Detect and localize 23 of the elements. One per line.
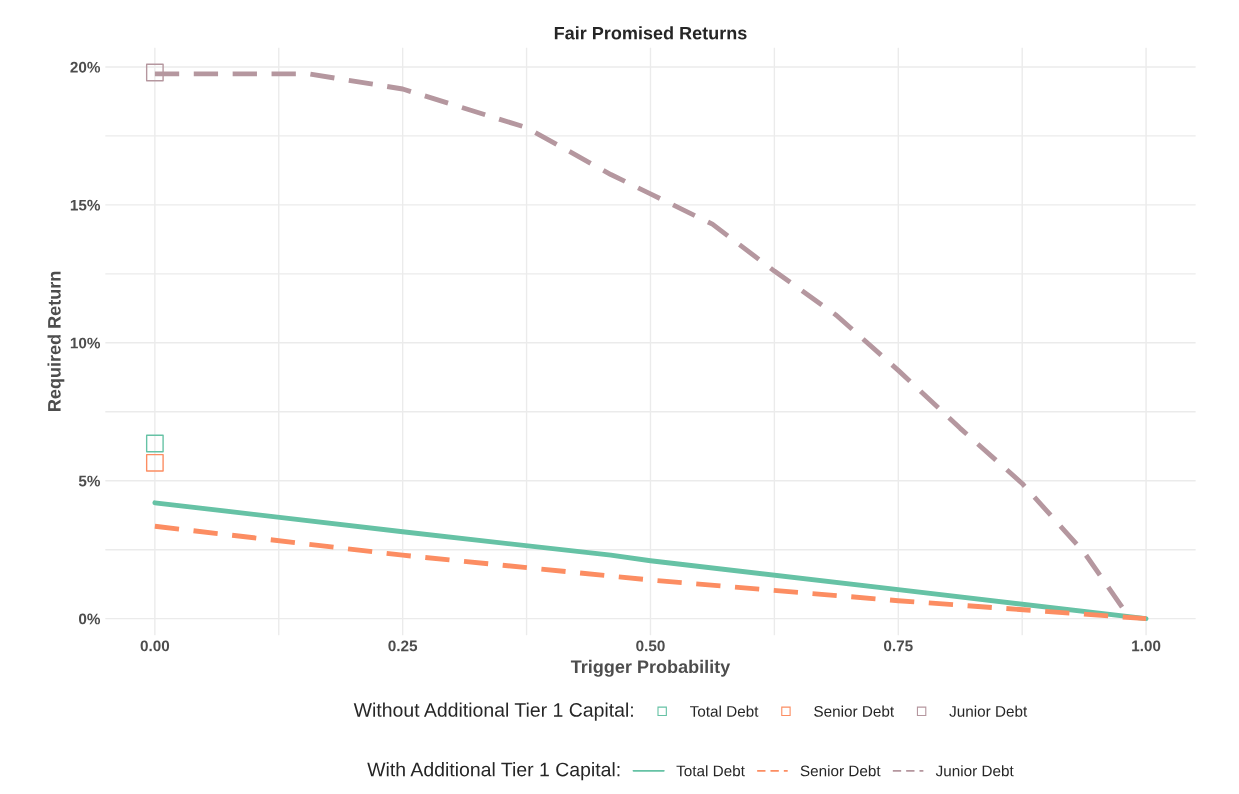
chart-title: Fair Promised Returns: [554, 26, 747, 40]
x-tick-label: 0.75: [884, 640, 913, 652]
legend-label: Senior Debt: [800, 765, 881, 777]
text: Without Additional Tier 1 Capital:: [353, 702, 633, 721]
x-tick-label: 0.50: [636, 640, 665, 652]
text: With Additional Tier 1 Capital:: [367, 762, 620, 781]
y-tick-label: 5%: [78, 475, 101, 487]
legend-label: Total Debt: [690, 705, 759, 717]
y-tick-label: 15%: [70, 199, 101, 211]
x-tick-label: 0.25: [388, 640, 418, 652]
y-axis-title: Required Return: [47, 271, 65, 411]
legend-label: Junior Debt: [935, 765, 1014, 777]
x-tick-label: 0.00: [140, 640, 170, 652]
y-tick-label: 0%: [78, 613, 101, 625]
x-axis-title: Trigger Probability: [570, 659, 731, 677]
line-series: [152, 523, 1149, 622]
legend-label: Senior Debt: [814, 705, 895, 717]
x-tick-label: 1.00: [1132, 640, 1161, 652]
y-tick-label: 20%: [70, 61, 101, 73]
legend-label: Total Debt: [676, 765, 745, 777]
y-tick-label: 10%: [70, 337, 101, 349]
line-series: [152, 500, 1149, 622]
legend-label: Junior Debt: [949, 705, 1028, 717]
